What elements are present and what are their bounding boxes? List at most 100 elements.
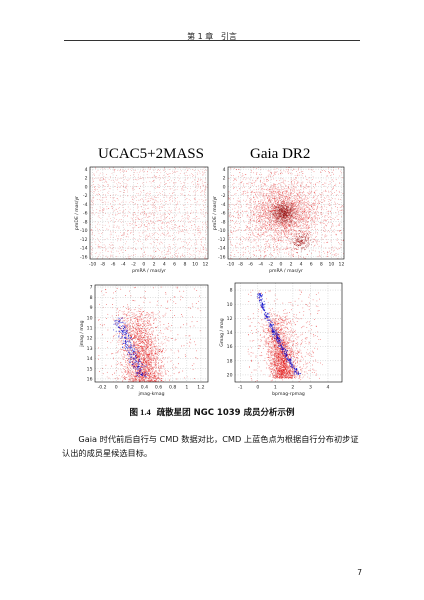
scatter-point — [206, 226, 208, 227]
scatter-point — [298, 227, 300, 229]
scatter-point — [335, 234, 337, 236]
scatter-point — [248, 204, 250, 206]
scatter-point — [168, 253, 169, 255]
scatter-point — [246, 204, 248, 206]
scatter-point — [252, 254, 254, 255]
scatter-point — [91, 212, 93, 214]
scatter-point — [303, 215, 305, 217]
scatter-point — [204, 192, 205, 194]
scatter-point — [95, 227, 97, 228]
scatter-point — [246, 227, 247, 229]
scatter-point — [273, 250, 275, 251]
scatter-point — [313, 210, 314, 212]
scatter-point — [299, 201, 301, 203]
scatter-point — [295, 208, 297, 209]
scatter-point — [283, 232, 285, 234]
scatter-point — [291, 219, 293, 221]
scatter-point — [271, 226, 273, 227]
scatter-point — [333, 250, 334, 252]
scatter-point — [153, 169, 154, 171]
scatter-point — [106, 208, 108, 210]
scatter-point — [181, 187, 183, 189]
scatter-point — [259, 220, 261, 222]
scatter-point — [145, 231, 147, 233]
scatter-point — [238, 228, 240, 230]
scatter-point — [303, 218, 305, 220]
scatter-point — [142, 218, 144, 219]
scatter-point — [232, 184, 234, 186]
scatter-point — [203, 200, 205, 201]
scatter-point — [169, 188, 171, 190]
scatter-point — [266, 217, 268, 218]
scatter-point — [178, 231, 180, 232]
scatter-point — [327, 253, 328, 255]
scatter-point — [326, 215, 328, 217]
scatter-point — [285, 212, 287, 213]
scatter-point — [293, 230, 295, 232]
scatter-point — [264, 211, 266, 213]
scatter-point — [256, 168, 257, 169]
scatter-point — [323, 227, 325, 229]
scatter-point — [282, 191, 284, 193]
scatter-point — [163, 234, 165, 236]
scatter-point — [304, 207, 306, 209]
scatter-point — [125, 185, 127, 187]
scatter-point — [106, 228, 108, 230]
scatter-point — [273, 197, 275, 199]
scatter-point — [297, 226, 299, 228]
scatter-point — [256, 197, 258, 199]
scatter-point — [139, 219, 141, 221]
scatter-point — [261, 222, 263, 224]
scatter-point — [264, 184, 266, 185]
scatter-point — [298, 190, 300, 192]
scatter-point — [294, 221, 295, 223]
scatter-point — [324, 219, 326, 221]
scatter-point — [258, 200, 260, 202]
scatter-point — [124, 176, 126, 178]
scatter-point — [156, 245, 157, 247]
scatter-point — [286, 231, 288, 233]
scatter-point — [294, 217, 296, 219]
scatter-point — [273, 184, 275, 185]
scatter-point — [141, 225, 143, 226]
scatter-point — [338, 211, 339, 213]
scatter-point — [293, 213, 295, 215]
scatter-point — [99, 247, 100, 249]
scatter-point — [117, 240, 119, 242]
scatter-point — [240, 181, 242, 183]
scatter-point — [228, 216, 230, 218]
scatter-point — [287, 197, 289, 199]
scatter-point — [237, 217, 239, 219]
scatter-point — [116, 183, 117, 185]
scatter-point — [256, 241, 258, 243]
scatter-point — [151, 196, 153, 198]
scatter-point — [167, 185, 169, 187]
scatter-point — [290, 208, 291, 210]
scatter-point — [130, 257, 132, 259]
scatter-point — [311, 204, 313, 206]
scatter-point — [285, 191, 287, 193]
scatter-point — [140, 178, 142, 180]
scatter-point — [203, 184, 205, 186]
scatter-point — [193, 175, 194, 176]
scatter-point — [303, 207, 305, 209]
scatter-point — [268, 199, 270, 201]
scatter-point — [306, 199, 307, 201]
scatter-point — [119, 196, 121, 198]
scatter-point — [297, 217, 299, 219]
scatter-point — [256, 220, 257, 222]
scatter-point — [250, 193, 252, 195]
scatter-point — [276, 236, 278, 238]
scatter-point — [298, 215, 300, 216]
scatter-point — [131, 196, 133, 198]
scatter-point — [177, 202, 179, 204]
scatter-point — [274, 223, 276, 225]
scatter-point — [172, 240, 174, 242]
scatter-point — [136, 193, 138, 194]
scatter-point — [282, 224, 284, 226]
scatter-point — [256, 218, 258, 220]
scatter-point — [205, 211, 207, 213]
scatter-point — [308, 235, 310, 237]
scatter-point — [238, 176, 239, 177]
scatter-point — [292, 253, 294, 255]
